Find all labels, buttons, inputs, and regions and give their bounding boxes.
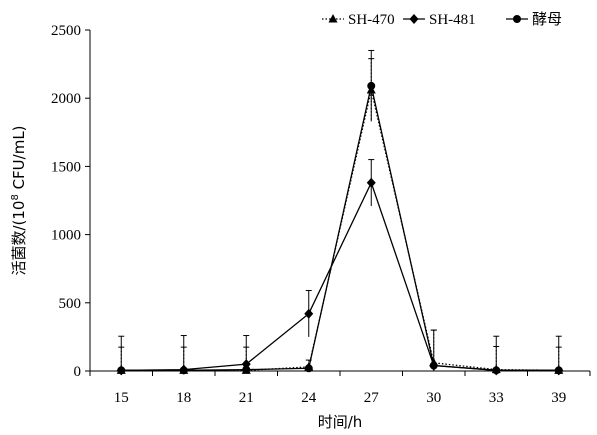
y-tick-label: 2000 — [51, 91, 81, 107]
y-axis-label: 活菌数/(108 CFU/mL) — [10, 125, 28, 275]
y-tick-label: 500 — [59, 296, 82, 312]
data-point — [554, 366, 563, 375]
tick-labels: 0 500 1000 1500 2000 2500 15 18 21 24 27 30 33 39 — [51, 23, 566, 406]
x-tick-label: 39 — [551, 390, 566, 406]
y-axis-label-suffix: CFU/mL) — [10, 125, 28, 194]
data-point — [242, 365, 251, 374]
y-axis-label-prefix: 活菌数/(10 — [10, 201, 28, 276]
legend-item: SH-470 — [322, 12, 395, 28]
axes — [85, 29, 591, 376]
data-point — [179, 366, 188, 375]
legend-label: SH-481 — [429, 12, 476, 28]
legend-label: SH-470 — [348, 12, 395, 28]
x-axis-label: 时间/h — [318, 413, 363, 431]
legend-marker — [328, 14, 338, 23]
series-line — [121, 89, 559, 371]
series-lines — [116, 81, 564, 376]
data-point — [367, 81, 376, 90]
data-point — [429, 361, 438, 370]
legend-item: SH-481 — [403, 12, 476, 28]
y-tick-label: 1500 — [51, 159, 81, 175]
series-3 — [117, 81, 563, 375]
x-tick-label: 24 — [301, 390, 317, 406]
y-tick-label: 1000 — [51, 228, 81, 244]
x-tick-label: 21 — [239, 390, 254, 406]
error-bars — [118, 49, 562, 371]
y-axis-label-superscript: 8 — [10, 194, 21, 200]
y-tick-label: 2500 — [51, 23, 81, 39]
data-point — [304, 364, 313, 373]
data-point — [366, 177, 376, 188]
x-tick-label: 33 — [489, 390, 504, 406]
data-point — [492, 366, 501, 375]
data-point — [304, 308, 314, 319]
legend-marker — [513, 15, 521, 23]
x-tick-label: 15 — [114, 390, 129, 406]
legend: SH-470 SH-481 酵母 — [322, 11, 562, 28]
legend-item: 酵母 — [506, 11, 562, 28]
series-line — [121, 181, 559, 371]
x-tick-label: 30 — [426, 390, 441, 406]
x-tick-label: 18 — [176, 390, 191, 406]
x-tick-label: 27 — [364, 390, 380, 406]
legend-marker — [409, 14, 419, 24]
legend-label: 酵母 — [532, 11, 562, 28]
data-point — [117, 366, 126, 375]
series-line — [121, 85, 559, 371]
y-tick-label: 0 — [74, 364, 82, 380]
